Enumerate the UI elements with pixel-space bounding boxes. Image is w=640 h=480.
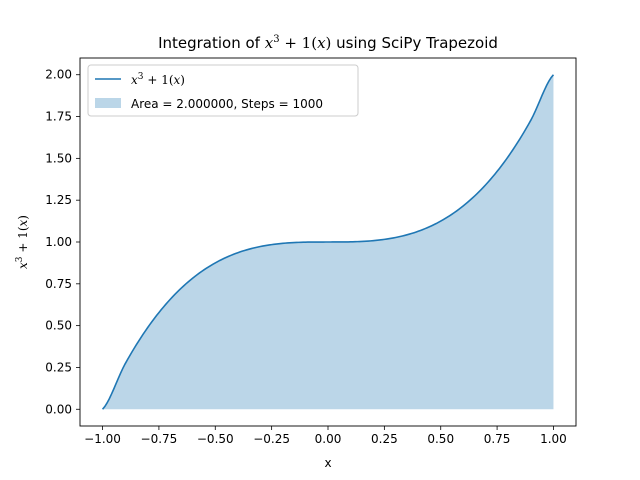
x-tick-label: 0.00 [315, 432, 342, 446]
x-tick-label: −0.50 [197, 432, 234, 446]
legend-fill-label: Area = 2.000000, Steps = 1000 [131, 97, 323, 111]
x-tick-label: 0.25 [371, 432, 398, 446]
x-tick-label: 0.75 [484, 432, 511, 446]
legend: x3 + 1(x) Area = 2.000000, Steps = 1000 [87, 64, 359, 117]
legend-fill-swatch [95, 98, 121, 108]
chart-title: Integration of x3 + 1(x) using SciPy Tra… [158, 34, 498, 52]
y-tick-label: 0.75 [45, 277, 72, 291]
y-tick-label: 2.00 [45, 68, 72, 82]
x-axis-ticks: −1.00 −0.75 −0.50 −0.25 0.00 0.25 0.50 0.75 1.00 [84, 426, 567, 446]
x-tick-label: 0.50 [427, 432, 454, 446]
legend-box [87, 64, 359, 117]
line-layer [101, 74, 555, 410]
legend-line-label: x3 + 1(x) [131, 72, 185, 87]
y-tick-label: 0.50 [45, 319, 72, 333]
y-tick-label: 0.00 [45, 402, 72, 416]
x-tick-label: −0.75 [141, 432, 178, 446]
y-tick-label: 1.00 [45, 235, 72, 249]
y-tick-label: 0.25 [45, 360, 72, 374]
x-tick-label: 1.00 [540, 432, 567, 446]
y-tick-label: 1.75 [45, 110, 72, 124]
x-tick-label: −1.00 [84, 432, 121, 446]
series-line [101, 74, 555, 410]
y-tick-label: 1.50 [45, 151, 72, 165]
y-axis-ticks: 0.00 0.25 0.50 0.75 1.00 1.25 1.50 1.75 2.00 [45, 68, 80, 416]
x-tick-label: −0.25 [253, 432, 290, 446]
x-axis-title: x [324, 456, 331, 470]
y-axis-title: x3 + 1(x) [15, 215, 30, 269]
y-tick-label: 1.25 [45, 193, 72, 207]
